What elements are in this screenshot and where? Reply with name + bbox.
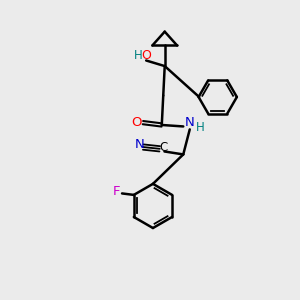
Text: N: N: [185, 116, 195, 129]
Text: O: O: [141, 49, 151, 62]
Text: O: O: [131, 116, 141, 129]
Text: F: F: [112, 185, 120, 199]
Text: C: C: [159, 141, 168, 154]
Text: H: H: [196, 122, 204, 134]
Text: H: H: [134, 49, 142, 62]
Text: N: N: [134, 138, 144, 151]
